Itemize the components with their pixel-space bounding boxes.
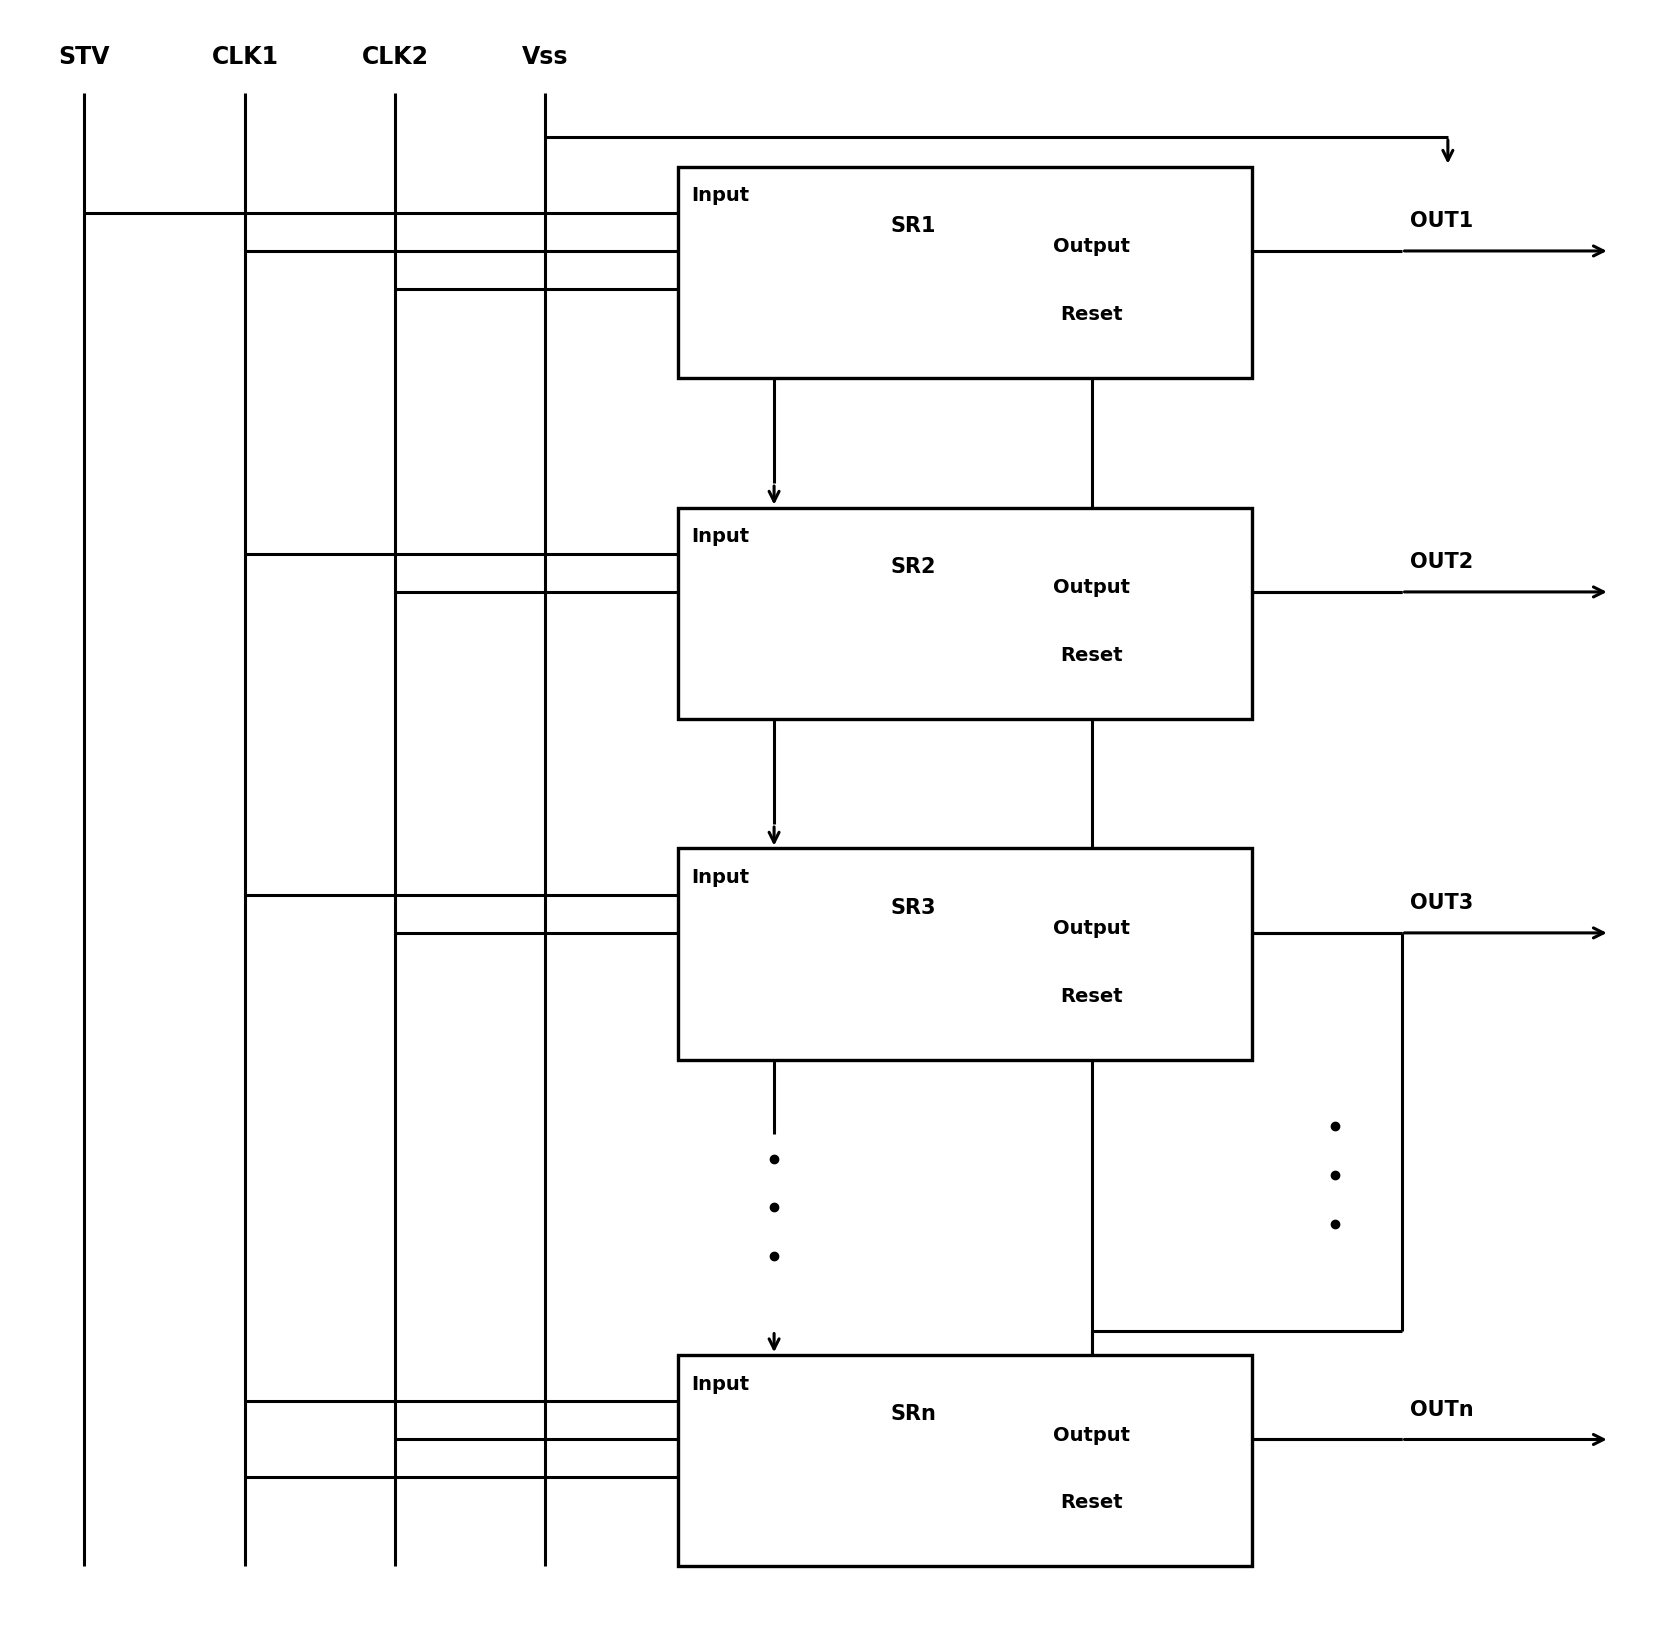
Text: Input: Input (691, 868, 749, 886)
Text: SR1: SR1 (890, 215, 936, 235)
Text: Reset: Reset (1060, 305, 1124, 323)
Bar (677, 508, 1252, 718)
Text: Output: Output (1053, 237, 1130, 256)
Text: Input: Input (691, 1374, 749, 1394)
Text: Output: Output (1053, 578, 1130, 597)
Text: Output: Output (1053, 1426, 1130, 1444)
Text: CLK2: CLK2 (361, 46, 428, 69)
Text: SRn: SRn (890, 1404, 936, 1425)
Text: SR3: SR3 (890, 898, 936, 917)
Text: Output: Output (1053, 919, 1130, 938)
Text: Reset: Reset (1060, 1493, 1124, 1513)
Text: Reset: Reset (1060, 646, 1124, 664)
Text: Vss: Vss (522, 46, 568, 69)
Text: Input: Input (691, 527, 749, 547)
Text: Input: Input (691, 186, 749, 206)
Text: SR2: SR2 (890, 557, 936, 576)
Text: Reset: Reset (1060, 987, 1124, 1005)
Text: OUT2: OUT2 (1409, 553, 1473, 573)
Text: OUTn: OUTn (1409, 1400, 1473, 1420)
Text: OUT1: OUT1 (1409, 212, 1473, 232)
Bar (677, 849, 1252, 1059)
Text: CLK1: CLK1 (212, 46, 279, 69)
Bar (677, 1355, 1252, 1567)
Text: OUT3: OUT3 (1409, 893, 1473, 914)
Text: STV: STV (59, 46, 110, 69)
Bar (677, 166, 1252, 377)
